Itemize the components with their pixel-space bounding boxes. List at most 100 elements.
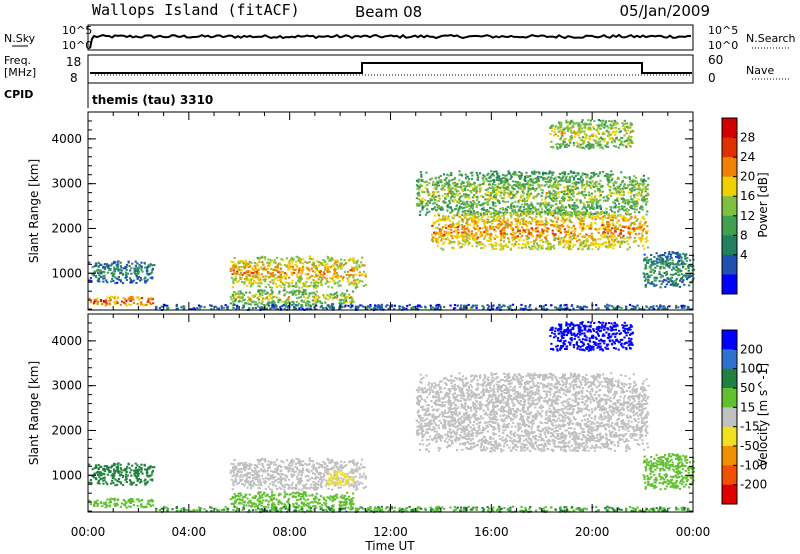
heatmap-cell [630,123,633,126]
heatmap-cell [460,223,464,226]
heatmap-cell [133,270,136,273]
heatmap-cell [234,277,237,280]
heatmap-cell [657,255,660,257]
heatmap-cell [557,183,560,186]
heatmap-cell [239,278,242,281]
heatmap-cell [581,190,584,193]
heatmap-cell [259,266,263,269]
heatmap-cell [292,285,295,287]
heatmap-cell [249,297,252,300]
heatmap-cell [267,258,270,261]
heatmap-cell [630,231,633,234]
heatmap-cell [525,171,528,174]
heatmap-cell [644,221,647,224]
heatmap-cell [566,187,569,190]
heatmap-cell [460,234,463,236]
heatmap-cell [559,243,562,246]
heatmap-cell [606,178,609,181]
heatmap-cell [120,271,123,274]
heatmap-cell [488,195,491,198]
heatmap-cell [629,138,632,140]
heatmap-cell [319,262,323,265]
heatmap-cell [298,256,301,259]
heatmap-cell [573,232,576,235]
heatmap-cell [665,262,668,264]
heatmap-cell [549,181,552,183]
heatmap-cell [160,305,163,308]
heatmap-cell [113,297,116,300]
heatmap-cell [549,224,552,227]
heatmap-cell [493,209,496,212]
heatmap-cell [471,204,474,207]
heatmap-cell [420,202,423,205]
heatmap-cell [263,268,266,271]
heatmap-cell [538,244,542,247]
heatmap-cell [517,200,520,203]
heatmap-cell [555,207,558,210]
heatmap-cell [510,221,513,224]
heatmap-cell [503,232,506,235]
heatmap-cell [522,208,526,211]
heatmap-cell [572,204,575,207]
heatmap-cell [341,278,344,281]
heatmap-cell [305,267,308,270]
heatmap-cell [129,303,132,306]
heatmap-cell [586,205,589,208]
heatmap-cell [232,269,235,272]
heatmap-cell [509,212,512,215]
heatmap-cell [569,130,572,133]
heatmap-cell [334,268,337,271]
heatmap-cell [570,214,573,217]
heatmap-cell [627,237,630,240]
heatmap-cell [575,214,578,217]
heatmap-cell [296,289,299,292]
heatmap-cell [499,194,502,197]
heatmap-cell [611,216,615,219]
heatmap-cell [627,126,630,129]
heatmap-cell [641,199,644,202]
heatmap-cell [259,281,262,284]
heatmap-cell [616,221,619,224]
heatmap-cell [314,293,317,296]
heatmap-cell [504,223,507,226]
heatmap-cell [290,257,293,260]
heatmap-cell [261,261,264,263]
heatmap-cell [441,216,445,219]
heatmap-cell [510,203,513,206]
heatmap-cell [609,191,612,194]
heatmap-cell [635,180,638,183]
heatmap-cell [597,125,600,127]
heatmap-cell [467,229,470,232]
heatmap-cell [601,147,605,150]
heatmap-cell [469,205,473,208]
heatmap-cell [111,277,114,280]
heatmap-cell [122,297,125,299]
heatmap-cell [145,272,149,275]
heatmap-cell [232,297,235,300]
heatmap-cell [138,279,142,282]
heatmap-cell [232,280,235,283]
heatmap-cell [251,301,254,304]
heatmap-cell [283,301,286,304]
heatmap-cell [606,228,609,231]
heatmap-cell [591,238,594,240]
heatmap-cell [421,191,424,194]
heatmap-cell [591,242,594,245]
heatmap-cell [636,187,639,190]
heatmap-cell [618,223,621,226]
heatmap-cell [672,267,675,270]
heatmap-cell [452,247,455,250]
heatmap-cell [604,233,607,235]
heatmap-cell [633,208,636,211]
heatmap-cell [298,277,301,280]
heatmap-cell [150,298,153,301]
heatmap-cell [546,208,549,211]
heatmap-cell [649,258,652,261]
heatmap-cell [258,301,261,304]
heatmap-cell [683,262,686,265]
heatmap-cell [637,227,640,230]
heatmap-cell [492,196,495,199]
heatmap-cell [620,205,623,208]
heatmap-cell [96,297,99,300]
heatmap-cell [660,273,663,276]
